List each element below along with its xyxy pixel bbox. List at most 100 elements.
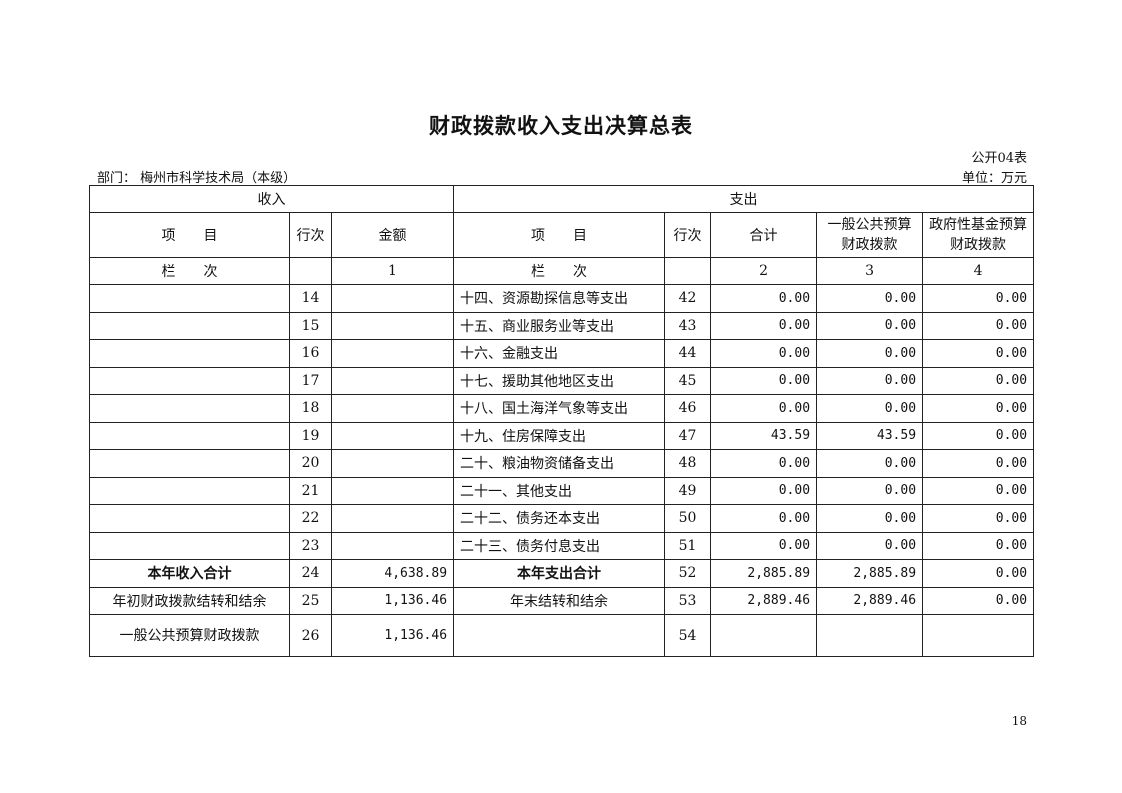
income-item: 一般公共预算财政拨款 bbox=[89, 614, 290, 657]
general-budget-amount bbox=[816, 614, 924, 657]
table-row: 15 十五、商业服务业等支出 43 0.00 0.00 0.00 bbox=[89, 311, 1035, 340]
gov-fund-amount: 0.00 bbox=[922, 311, 1035, 340]
expense-row-no-header: 行次 bbox=[664, 212, 712, 258]
income-item bbox=[89, 476, 290, 505]
income-row-no: 20 bbox=[289, 449, 332, 478]
income-amount bbox=[330, 339, 455, 368]
income-row-no: 26 bbox=[289, 614, 332, 657]
gov-fund-amount: 0.00 bbox=[922, 531, 1035, 560]
column-number: 3 bbox=[816, 257, 924, 285]
general-budget-amount: 0.00 bbox=[816, 339, 924, 368]
table-row: 19 十九、住房保障支出 47 43.59 43.59 0.00 bbox=[89, 421, 1035, 450]
column-number: 2 bbox=[710, 257, 818, 285]
gov-fund-amount: 0.00 bbox=[922, 284, 1035, 313]
income-row-no: 17 bbox=[289, 366, 332, 395]
income-row-no: 18 bbox=[289, 394, 332, 423]
column-number: 4 bbox=[922, 257, 1035, 285]
expense-row-no: 45 bbox=[664, 366, 712, 395]
table-row: 20 二十、粮油物资储备支出 48 0.00 0.00 0.00 bbox=[89, 449, 1035, 478]
expense-row-no: 44 bbox=[664, 339, 712, 368]
income-item-header: 项 目 bbox=[89, 212, 290, 258]
income-item bbox=[89, 449, 290, 478]
expense-row-no: 43 bbox=[664, 311, 712, 340]
expense-item: 本年支出合计 bbox=[453, 559, 666, 588]
income-amount bbox=[330, 476, 455, 505]
empty-cell bbox=[289, 257, 332, 285]
expense-total: 0.00 bbox=[710, 476, 818, 505]
expense-item: 十五、商业服务业等支出 bbox=[453, 311, 666, 340]
empty-cell bbox=[664, 257, 712, 285]
general-budget-amount: 43.59 bbox=[816, 421, 924, 450]
income-row-no: 25 bbox=[289, 586, 332, 615]
income-amount bbox=[330, 504, 455, 533]
table-row: 21 二十一、其他支出 49 0.00 0.00 0.00 bbox=[89, 476, 1035, 505]
expense-total: 0.00 bbox=[710, 449, 818, 478]
general-budget-amount: 0.00 bbox=[816, 449, 924, 478]
expense-row-no: 42 bbox=[664, 284, 712, 313]
general-budget-amount: 2,889.46 bbox=[816, 586, 924, 615]
amount-header: 金额 bbox=[330, 212, 455, 258]
income-row-no: 16 bbox=[289, 339, 332, 368]
gov-fund-amount: 0.00 bbox=[922, 476, 1035, 505]
table-row: 16 十六、金融支出 44 0.00 0.00 0.00 bbox=[89, 339, 1035, 368]
expense-item: 十四、资源勘探信息等支出 bbox=[453, 284, 666, 313]
income-amount bbox=[330, 366, 455, 395]
income-item bbox=[89, 504, 290, 533]
income-row-no: 15 bbox=[289, 311, 332, 340]
gov-fund-amount: 0.00 bbox=[922, 339, 1035, 368]
expense-item: 二十、粮油物资储备支出 bbox=[453, 449, 666, 478]
gov-fund-amount: 0.00 bbox=[922, 586, 1035, 615]
expense-total: 2,885.89 bbox=[710, 559, 818, 588]
gov-fund-amount: 0.00 bbox=[922, 504, 1035, 533]
table-row: 18 十八、国土海洋气象等支出 46 0.00 0.00 0.00 bbox=[89, 394, 1035, 423]
income-amount bbox=[330, 284, 455, 313]
gov-fund-amount: 0.00 bbox=[922, 421, 1035, 450]
expense-total: 0.00 bbox=[710, 504, 818, 533]
expense-row-no: 51 bbox=[664, 531, 712, 560]
income-amount bbox=[330, 394, 455, 423]
income-amount bbox=[330, 311, 455, 340]
income-row-no: 21 bbox=[289, 476, 332, 505]
expense-row-no: 52 bbox=[664, 559, 712, 588]
table-row: 一般公共预算财政拨款 26 1,136.46 54 bbox=[89, 614, 1035, 657]
income-item bbox=[89, 531, 290, 560]
general-budget-amount: 0.00 bbox=[816, 504, 924, 533]
table-row: 年初财政拨款结转和结余 25 1,136.46 年末结转和结余 53 2,889.46 2,… bbox=[89, 586, 1035, 615]
general-budget-header: 一般公共预算财政拨款 bbox=[816, 212, 924, 258]
expense-row-no: 53 bbox=[664, 586, 712, 615]
expense-item: 十九、住房保障支出 bbox=[453, 421, 666, 450]
income-item bbox=[89, 366, 290, 395]
expense-total: 0.00 bbox=[710, 339, 818, 368]
general-budget-amount: 2,885.89 bbox=[816, 559, 924, 588]
unit-label: 单位：万元 bbox=[961, 171, 1027, 186]
income-item bbox=[89, 394, 290, 423]
general-budget-amount: 0.00 bbox=[816, 311, 924, 340]
expense-item-header: 项 目 bbox=[453, 212, 666, 258]
table-row: 14 十四、资源勘探信息等支出 42 0.00 0.00 0.00 bbox=[89, 284, 1035, 313]
expense-total: 0.00 bbox=[710, 311, 818, 340]
expense-row-no: 47 bbox=[664, 421, 712, 450]
form-number: 公开04表 bbox=[971, 151, 1027, 166]
income-item: 本年收入合计 bbox=[89, 559, 290, 588]
general-budget-amount: 0.00 bbox=[816, 531, 924, 560]
income-amount: 1,136.46 bbox=[330, 586, 455, 615]
income-row-no: 22 bbox=[289, 504, 332, 533]
expense-row-no: 48 bbox=[664, 449, 712, 478]
income-item bbox=[89, 421, 290, 450]
gov-fund-amount: 0.00 bbox=[922, 559, 1035, 588]
table-row: 23 二十三、债务付息支出 51 0.00 0.00 0.00 bbox=[89, 531, 1035, 560]
expense-item: 年末结转和结余 bbox=[453, 586, 666, 615]
expense-row-no: 49 bbox=[664, 476, 712, 505]
expense-total: 2,889.46 bbox=[710, 586, 818, 615]
expense-item: 十八、国土海洋气象等支出 bbox=[453, 394, 666, 423]
expense-total: 0.00 bbox=[710, 394, 818, 423]
gov-fund-amount: 0.00 bbox=[922, 366, 1035, 395]
expense-item: 二十三、债务付息支出 bbox=[453, 531, 666, 560]
column-number: 1 bbox=[330, 257, 455, 285]
income-amount: 1,136.46 bbox=[330, 614, 455, 657]
income-row-no: 23 bbox=[289, 531, 332, 560]
general-budget-amount: 0.00 bbox=[816, 366, 924, 395]
expense-total: 0.00 bbox=[710, 531, 818, 560]
expense-item bbox=[453, 614, 666, 657]
income-header: 收入 bbox=[88, 185, 455, 213]
